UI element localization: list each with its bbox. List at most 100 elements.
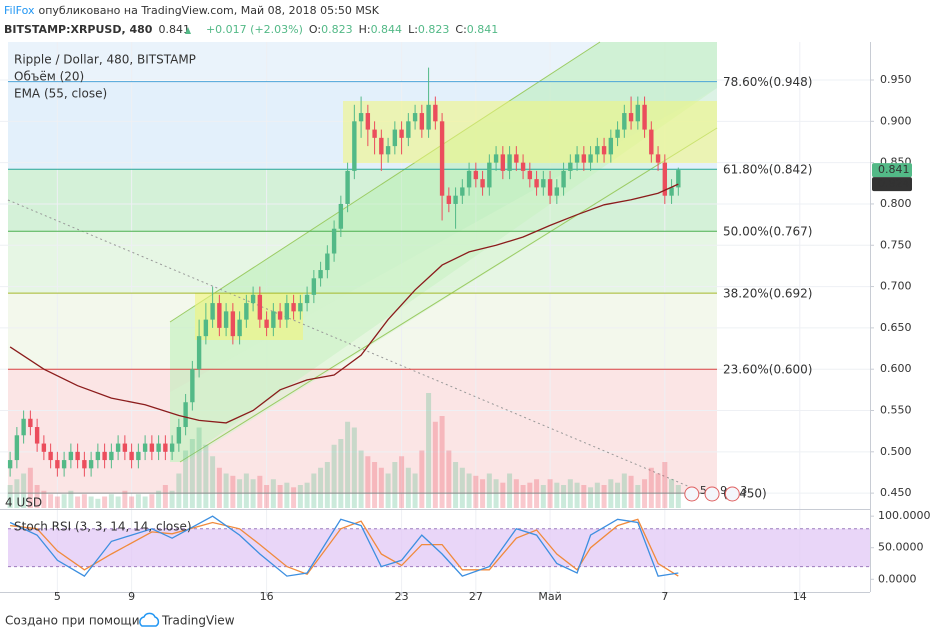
volume-bar [601,485,607,508]
volume-bar [351,427,357,508]
candle-body [406,121,411,138]
symbol: BITSTAMP:XRPUSD, 480 [4,23,153,36]
fib-label: 38.20%(0.692) [723,287,812,301]
volume-legend: Объём (20) [14,70,84,84]
publish-line: FilFox опубликовано на TradingView.com, М… [4,4,380,17]
published: опубликовано на TradingView.com, Май 08,… [38,4,379,17]
candle-body [223,311,229,328]
volume-bar [297,485,303,508]
candle-body [284,303,290,320]
candle-body [541,179,546,188]
footer-brand[interactable]: TradingView [161,614,235,628]
ohlc-label: H: [359,23,371,36]
x-tick-label: 23 [395,590,409,603]
candle-body [622,113,627,130]
volume-bar [594,482,600,508]
candle-body [237,319,242,337]
volume-bar [156,490,162,508]
volume-bar [7,485,13,508]
volume-bar [284,482,290,508]
candle-body [352,121,357,171]
volume-bar [507,473,513,508]
candle-body [109,451,114,461]
volume-bar [95,498,101,508]
volume-bar [520,485,526,508]
candle-body [615,129,620,138]
candle-body [500,154,506,171]
channel-line [169,41,601,323]
candle-body [325,253,330,271]
volume-bar [196,427,202,508]
candle-body [487,162,492,188]
ohlc-value: 0.823 [321,23,353,36]
candle-body [142,443,148,452]
candle-body [365,113,371,130]
volume-bar [378,467,384,508]
tv-logo[interactable]: TradingView [139,612,235,628]
volume-bar [372,462,378,508]
candle-body [473,170,479,180]
fib-label: 23.60%(0.600) [723,363,812,377]
candle-body [14,435,20,461]
volume-bar [189,439,195,508]
y-tick-label: 0.750 [880,238,912,251]
candle-body [635,104,641,122]
y-tick-label: 0.650 [880,321,912,334]
candle-body [277,311,283,320]
volume-bar [365,456,371,508]
candle-body [271,311,276,328]
x-tick-label: 7 [661,590,668,603]
y-tick-label: 0.450 [880,486,912,499]
volume-bar [135,494,141,508]
candle-body [392,129,398,147]
candle-body [55,460,60,469]
volume-bar [648,467,654,508]
volume-bar [621,473,627,508]
candle-body [304,294,310,304]
candle-body [298,303,303,312]
ohlc-label: O: [309,23,321,36]
candle-body [48,451,53,461]
volume-bar [257,475,263,508]
volume-bar [453,462,459,508]
candle-body [358,113,364,122]
candle-body [210,303,215,320]
volume-bar [291,487,297,508]
candle-body [588,154,593,163]
fib-label: 78.60%(0.948) [723,75,812,89]
ohlc-label: L: [408,23,418,36]
candle-body [34,427,40,444]
ohlc-value: 0.844 [371,23,403,36]
candle-body [655,154,661,163]
volume-bar [392,462,398,508]
candle-body [514,154,519,163]
volume-bar [385,473,391,508]
author[interactable]: FilFox [4,4,35,17]
volume-bar [216,467,222,508]
volume-bar [61,494,67,508]
stoch-title: Stoch RSI (3, 3, 14, 14, close) [14,520,192,534]
candle-body [163,443,168,452]
price-label: 0.841 [878,163,910,176]
price-label-box [872,177,912,192]
volume-bar [21,473,27,508]
candle-body [345,170,350,204]
price-pane: 78.60%(0.948) 61.80%(0.842) 50.00%(0.767) 3… [7,67,812,501]
x-tick-label: Май [538,590,561,603]
x-tick-label: 27 [469,590,483,603]
volume-bar [561,485,567,508]
volume-bar [68,490,74,508]
candle-body [581,154,587,163]
candle-body [169,443,175,452]
volume-bar [75,496,81,508]
logo-icon [139,612,160,627]
volume-bar [122,490,128,508]
candle-body [642,104,647,130]
candle-body [176,427,182,444]
candle-body [419,113,425,130]
candle-body [439,121,445,196]
up-arrow [185,27,191,34]
candle-body [264,319,269,328]
volume-axis-label: 4 USD [5,496,42,510]
